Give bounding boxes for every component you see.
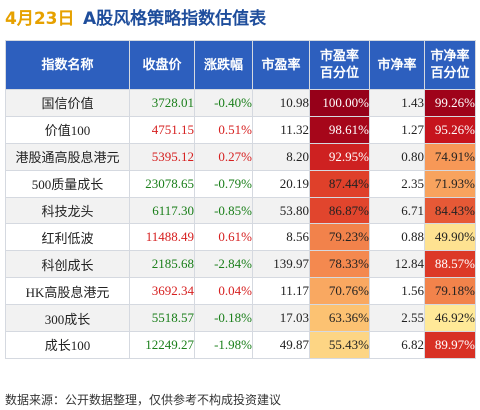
- table-row: 价值100 4751.15 0.51% 11.32 98.61% 1.27 95.26%: [5, 115, 476, 144]
- table-body: 国信价值 3728.01 -0.40% 10.98 100.00% 1.43 99.26% 价…: [5, 89, 476, 359]
- row-pb: 0.80: [369, 142, 425, 171]
- row-close: 11488.49: [129, 223, 195, 252]
- header-pe-pct-line1: 市盈率: [319, 49, 359, 64]
- row-pb: 6.82: [369, 331, 425, 359]
- row-pb-pct: 99.26%: [424, 89, 476, 117]
- table-row: HK高股息港元 3692.34 0.04% 11.17 70.76% 1.56 79.18%: [5, 277, 476, 306]
- table-row: 红利低波 11488.49 0.61% 8.56 79.23% 0.88 49.90%: [5, 223, 476, 252]
- row-close: 4751.15: [129, 115, 195, 144]
- table-row: 国信价值 3728.01 -0.40% 10.98 100.00% 1.43 99.26%: [5, 89, 476, 117]
- row-pe: 20.19: [252, 169, 310, 198]
- header-close: 收盘价: [129, 40, 195, 90]
- row-close: 5395.12: [129, 142, 195, 171]
- row-close: 2185.68: [129, 250, 195, 279]
- row-pb-pct: 49.90%: [424, 223, 476, 252]
- row-pb-pct: 95.26%: [424, 115, 476, 144]
- row-pe-pct: 55.43%: [309, 331, 370, 359]
- row-pe: 17.03: [252, 304, 310, 333]
- row-close: 6117.30: [129, 196, 195, 225]
- row-pe-pct: 70.76%: [309, 277, 370, 306]
- row-pb: 1.43: [369, 89, 425, 117]
- row-pb-pct: 79.18%: [424, 277, 476, 306]
- table-row: 500质量成长 23078.65 -0.79% 20.19 87.44% 2.35 71.9…: [5, 169, 476, 198]
- row-pe: 10.98: [252, 89, 310, 117]
- row-name: 国信价值: [5, 89, 130, 117]
- row-pb: 1.56: [369, 277, 425, 306]
- row-name: 红利低波: [5, 223, 130, 252]
- table-header-row: 指数名称 收盘价 涨跌幅 市盈率 市盈率 百分位 市净率 市净率 百分位: [5, 40, 476, 90]
- row-pe-pct: 98.61%: [309, 115, 370, 144]
- row-name: 300成长: [5, 304, 130, 333]
- valuation-table: 指数名称 收盘价 涨跌幅 市盈率 市盈率 百分位 市净率 市净率 百分位 国信价…: [5, 40, 476, 359]
- row-name: 科技龙头: [5, 196, 130, 225]
- header-change: 涨跌幅: [194, 40, 253, 90]
- table-row: 科技龙头 6117.30 -0.85% 53.80 86.87% 6.71 84.43%: [5, 196, 476, 225]
- table-row: 成长100 12249.27 -1.98% 49.87 55.43% 6.82 89.97%: [5, 331, 476, 359]
- row-close: 3728.01: [129, 89, 195, 117]
- table-row: 300成长 5518.57 -0.18% 17.03 63.36% 2.55 46.92%: [5, 304, 476, 333]
- row-change: -0.79%: [194, 169, 253, 198]
- header-pb: 市净率: [369, 40, 425, 90]
- row-pb: 0.88: [369, 223, 425, 252]
- row-change: -2.84%: [194, 250, 253, 279]
- row-pb-pct: 46.92%: [424, 304, 476, 333]
- row-change: 0.61%: [194, 223, 253, 252]
- row-close: 5518.57: [129, 304, 195, 333]
- row-pe: 8.56: [252, 223, 310, 252]
- row-pe: 53.80: [252, 196, 310, 225]
- title-date: 4月23日: [5, 9, 75, 29]
- row-close: 3692.34: [129, 277, 195, 306]
- row-pe: 11.17: [252, 277, 310, 306]
- table-row: 科创成长 2185.68 -2.84% 139.97 78.33% 12.84 88.57%: [5, 250, 476, 279]
- row-pb: 12.84: [369, 250, 425, 279]
- row-pe-pct: 92.95%: [309, 142, 370, 171]
- row-close: 12249.27: [129, 331, 195, 359]
- row-name: HK高股息港元: [5, 277, 130, 306]
- row-name: 成长100: [5, 331, 130, 359]
- row-pb: 6.71: [369, 196, 425, 225]
- row-change: -0.18%: [194, 304, 253, 333]
- row-pe-pct: 78.33%: [309, 250, 370, 279]
- row-pe-pct: 86.87%: [309, 196, 370, 225]
- row-pe-pct: 100.00%: [309, 89, 370, 117]
- row-change: 0.04%: [194, 277, 253, 306]
- header-pe: 市盈率: [252, 40, 310, 90]
- row-pb-pct: 88.57%: [424, 250, 476, 279]
- row-change: -1.98%: [194, 331, 253, 359]
- row-change: 0.51%: [194, 115, 253, 144]
- row-pe-pct: 63.36%: [309, 304, 370, 333]
- row-close: 23078.65: [129, 169, 195, 198]
- row-pb-pct: 71.93%: [424, 169, 476, 198]
- row-name: 价值100: [5, 115, 130, 144]
- row-pb-pct: 74.91%: [424, 142, 476, 171]
- row-change: -0.40%: [194, 89, 253, 117]
- row-name: 港股通高股息港元: [5, 142, 130, 171]
- row-pb: 2.35: [369, 169, 425, 198]
- header-name: 指数名称: [5, 40, 130, 90]
- row-pe-pct: 87.44%: [309, 169, 370, 198]
- row-pe: 139.97: [252, 250, 310, 279]
- header-pb-pct-line1: 市净率: [430, 49, 470, 64]
- row-pb-pct: 89.97%: [424, 331, 476, 359]
- row-pb-pct: 84.43%: [424, 196, 476, 225]
- table-row: 港股通高股息港元 5395.12 0.27% 8.20 92.95% 0.80 74.91%: [5, 142, 476, 171]
- header-pe-pct: 市盈率 百分位: [309, 40, 370, 90]
- footer-note: 数据来源：公开数据整理，仅供参考不构成投资建议: [5, 393, 282, 407]
- row-pe: 11.32: [252, 115, 310, 144]
- row-name: 科创成长: [5, 250, 130, 279]
- row-pe: 8.20: [252, 142, 310, 171]
- row-pe: 49.87: [252, 331, 310, 359]
- row-pb: 2.55: [369, 304, 425, 333]
- row-pb: 1.27: [369, 115, 425, 144]
- header-pb-pct-line2: 百分位: [430, 66, 470, 81]
- row-name: 500质量成长: [5, 169, 130, 198]
- row-change: 0.27%: [194, 142, 253, 171]
- row-pe-pct: 79.23%: [309, 223, 370, 252]
- header-pe-pct-line2: 百分位: [319, 66, 359, 81]
- row-change: -0.85%: [194, 196, 253, 225]
- title-text: A股风格策略指数估值表: [83, 9, 267, 29]
- title-bar: 4月23日 A股风格策略指数估值表: [0, 0, 480, 34]
- header-pb-pct: 市净率 百分位: [424, 40, 476, 90]
